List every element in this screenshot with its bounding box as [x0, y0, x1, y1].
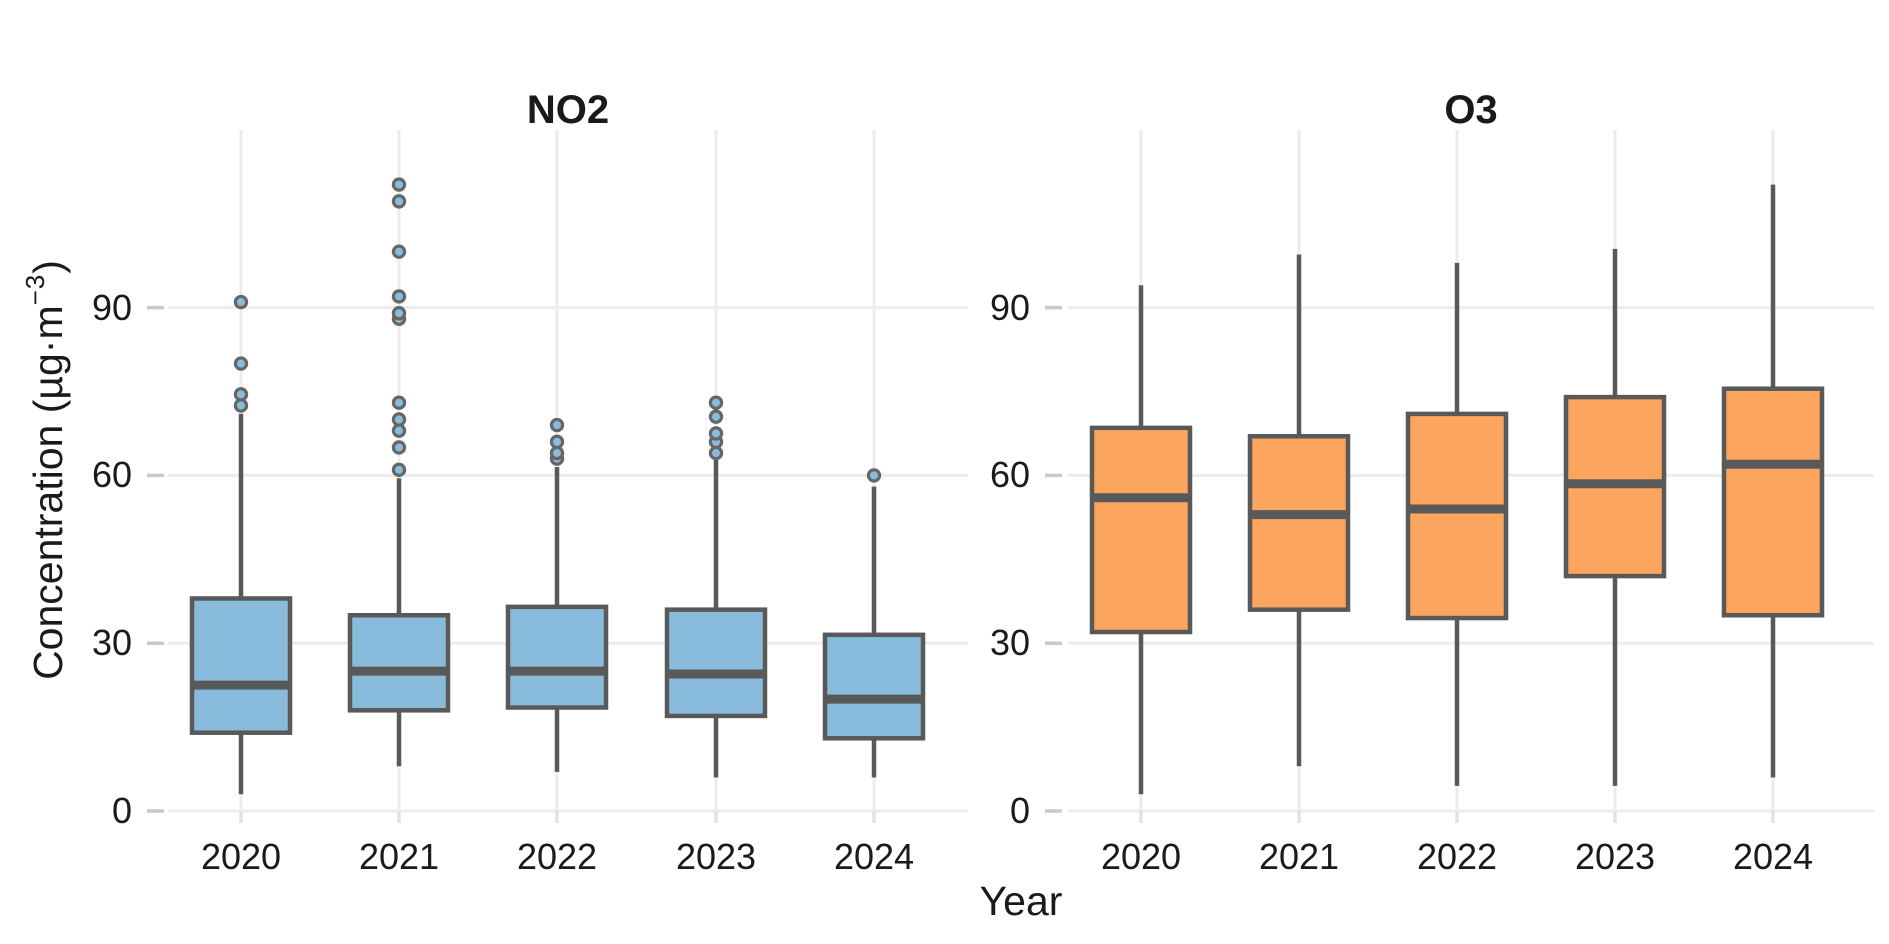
box-no2-2021-iqr	[347, 612, 451, 713]
box-no2-2023-outlier	[708, 426, 724, 441]
box-no2-2021-outlier	[391, 412, 407, 427]
box-no2-2024-outlier	[866, 468, 882, 483]
box-o3-2024-iqr	[1721, 386, 1825, 618]
box-no2-2022-outlier	[549, 445, 565, 461]
box-no2-2021-outlier	[391, 306, 407, 321]
box-no2-2022-iqr	[505, 604, 609, 710]
x-axis-title: Year	[979, 878, 1063, 924]
x-tick-label: 2021	[358, 836, 440, 877]
box-no2-2020-outlier	[233, 398, 249, 413]
box-no2-2021-outlier	[391, 462, 407, 478]
box-o3-2022-iqr	[1405, 411, 1509, 621]
x-tick-label: 2022	[516, 836, 598, 877]
box-no2-2020-outlier	[233, 294, 249, 310]
y-tick-label: 0	[111, 790, 132, 831]
box-no2-2021-outlier	[391, 395, 407, 410]
x-tick-label: 2024	[833, 836, 915, 877]
panel-title-o3: O3	[1444, 88, 1498, 132]
box-no2-2020-outlier	[233, 356, 249, 371]
y-tick-label: 0	[1009, 790, 1030, 831]
box-o3-2020-iqr	[1089, 425, 1193, 635]
y-tick-label: 30	[989, 622, 1030, 664]
box-no2-2022-outlier	[549, 417, 565, 433]
box-no2-2021-outlier	[391, 423, 407, 438]
box-no2-2020-iqr	[189, 596, 293, 735]
y-tick-label: 90	[91, 286, 132, 328]
box-no2-2021-outlier	[391, 194, 407, 209]
x-tick-label: 2024	[1732, 836, 1814, 877]
y-tick-label: 30	[91, 622, 132, 664]
box-no2-2020-outlier	[233, 387, 249, 402]
x-tick-label: 2020	[200, 836, 282, 877]
x-tick-label: 2023	[675, 836, 757, 877]
y-tick-label: 90	[989, 286, 1030, 328]
box-o3-2021-iqr	[1247, 434, 1351, 612]
box-no2-2023-outlier	[708, 395, 724, 410]
x-tick-label: 2021	[1258, 836, 1340, 877]
box-no2-2023-outlier	[708, 445, 724, 461]
box-no2-2021-outlier	[391, 177, 407, 192]
box-no2-2021-outlier	[391, 244, 407, 259]
box-no2-2023-outlier	[708, 409, 724, 424]
box-no2-2022-outlier	[549, 434, 565, 450]
x-tick-label: 2023	[1574, 836, 1656, 877]
y-tick-label: 60	[989, 454, 1030, 496]
box-no2-2021-outlier	[391, 289, 407, 304]
panel-title-no2: NO2	[526, 88, 610, 132]
y-tick-label: 60	[91, 454, 132, 496]
box-no2-2023-iqr	[664, 607, 768, 719]
x-tick-label: 2020	[1100, 836, 1182, 877]
x-tick-label: 2022	[1416, 836, 1498, 877]
y-axis-title-close-paren: )	[25, 260, 71, 274]
box-no2-2021-outlier	[391, 440, 407, 455]
box-no2-2024-iqr	[822, 632, 926, 741]
